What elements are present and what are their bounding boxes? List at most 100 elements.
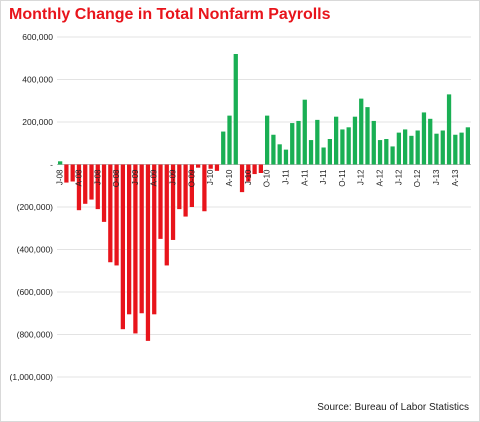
x-tick-label: J-09 <box>131 169 140 185</box>
bar-oct-11 <box>340 129 345 165</box>
bar-oct-08 <box>114 164 119 266</box>
bar-nov-08 <box>120 164 125 330</box>
bar-nov-09 <box>196 164 201 168</box>
bar-jan-12 <box>359 98 364 165</box>
bar-jul-08 <box>95 164 100 210</box>
x-tick-label: A-08 <box>74 169 83 186</box>
y-tick-label: (600,000) <box>17 287 54 297</box>
bar-apr-10 <box>227 115 232 165</box>
y-tick-label: (200,000) <box>17 202 54 212</box>
bar-jun-12 <box>390 146 395 165</box>
bar-sep-12 <box>409 135 414 165</box>
bar-feb-08 <box>64 164 69 183</box>
bar-jul-09 <box>170 164 176 240</box>
bar-may-09 <box>158 164 163 239</box>
source-note: Source: Bureau of Labor Statistics <box>317 402 469 413</box>
bar-jun-08 <box>89 164 94 200</box>
bar-may-11 <box>308 140 314 165</box>
bar-apr-12 <box>377 140 383 165</box>
chart-title: Monthly Change in Total Nonfarm Payrolls <box>9 6 331 23</box>
bar-may-12 <box>384 139 389 165</box>
x-tick-label: J-09 <box>169 169 178 185</box>
x-tick-label: A-09 <box>150 169 159 186</box>
bar-sep-10 <box>258 164 263 173</box>
bar-jan-08 <box>58 161 63 165</box>
bar-sep-11 <box>334 116 339 165</box>
bar-aug-09 <box>177 164 182 210</box>
bar-dec-12 <box>428 118 433 165</box>
bar-may-08 <box>83 164 88 204</box>
bar-mar-13 <box>446 94 452 165</box>
y-tick-label: 600,000 <box>22 32 53 42</box>
y-axis-ticks: 600,000 400,000 200,000 - (200,000) (400,000)… <box>10 32 54 382</box>
x-tick-label: O-09 <box>187 169 196 187</box>
bar-mar-10 <box>221 131 226 165</box>
x-tick-label: J-10 <box>206 169 215 185</box>
x-tick-label: J-12 <box>357 169 366 185</box>
x-axis-ticks: J-08 A-08 J-08 O-08 J-09 A-09 J-09 O-09 J-10 A-10… <box>56 169 460 187</box>
bar-jun-09 <box>164 164 169 266</box>
bar-feb-09 <box>139 164 144 314</box>
x-tick-label: J-08 <box>93 169 102 185</box>
bar-dec-11 <box>352 116 358 165</box>
bar-oct-10 <box>265 115 270 165</box>
bar-dec-09 <box>202 164 207 212</box>
bar-nov-11 <box>346 127 351 165</box>
bar-jan-10 <box>208 164 213 169</box>
bar-apr-13 <box>453 134 458 165</box>
bar-jul-10 <box>246 164 251 182</box>
bar-jun-13 <box>465 127 470 165</box>
x-tick-label: O-10 <box>263 169 272 187</box>
bar-sep-09 <box>183 164 188 217</box>
x-tick-label: J-13 <box>432 169 441 185</box>
x-tick-label: J-11 <box>281 169 290 185</box>
y-tick-label: 400,000 <box>22 75 53 85</box>
bar-may-10 <box>233 54 238 165</box>
bar-dec-08 <box>127 164 132 315</box>
grid-lines <box>57 36 471 378</box>
bar-aug-10 <box>252 164 257 175</box>
bar-apr-09 <box>152 164 157 315</box>
bar-may-13 <box>459 132 464 165</box>
bar-apr-08 <box>76 164 82 211</box>
bar-jan-13 <box>434 133 439 165</box>
bar-aug-12 <box>403 129 408 165</box>
y-tick-label: (800,000) <box>17 330 54 340</box>
bars <box>58 54 470 341</box>
bar-aug-08 <box>101 164 107 222</box>
bar-jul-11 <box>321 147 326 165</box>
bar-jun-11 <box>315 119 320 165</box>
bar-jun-10 <box>239 164 245 193</box>
x-tick-label: O-08 <box>112 169 121 187</box>
y-tick-label: (400,000) <box>17 245 54 255</box>
x-tick-label: J-10 <box>244 169 253 185</box>
x-tick-label: O-11 <box>338 169 347 187</box>
bar-mar-08 <box>70 164 75 182</box>
bar-jan-11 <box>283 149 289 165</box>
bar-jan-09 <box>133 164 138 334</box>
x-tick-label: O-12 <box>413 169 422 187</box>
x-tick-label: A-11 <box>300 169 309 186</box>
bar-jul-12 <box>396 132 401 165</box>
bar-feb-10 <box>214 164 220 171</box>
bar-oct-09 <box>189 164 194 207</box>
bar-nov-10 <box>271 134 276 165</box>
bar-aug-11 <box>327 139 332 165</box>
bar-feb-11 <box>290 123 295 165</box>
bar-oct-12 <box>415 130 420 165</box>
bar-feb-12 <box>365 107 370 165</box>
x-tick-label: J-08 <box>56 169 65 185</box>
bar-sep-08 <box>108 164 113 263</box>
y-tick-label: 200,000 <box>22 117 53 127</box>
bar-feb-13 <box>440 130 445 165</box>
x-tick-label: J-11 <box>319 169 328 185</box>
bar-mar-11 <box>296 120 301 165</box>
x-tick-label: A-10 <box>225 169 234 186</box>
y-tick-label: (1,000,000) <box>10 372 54 382</box>
bar-nov-12 <box>421 112 427 165</box>
bar-mar-12 <box>371 120 376 165</box>
x-tick-label: A-12 <box>376 169 385 186</box>
bar-dec-10 <box>277 144 282 165</box>
